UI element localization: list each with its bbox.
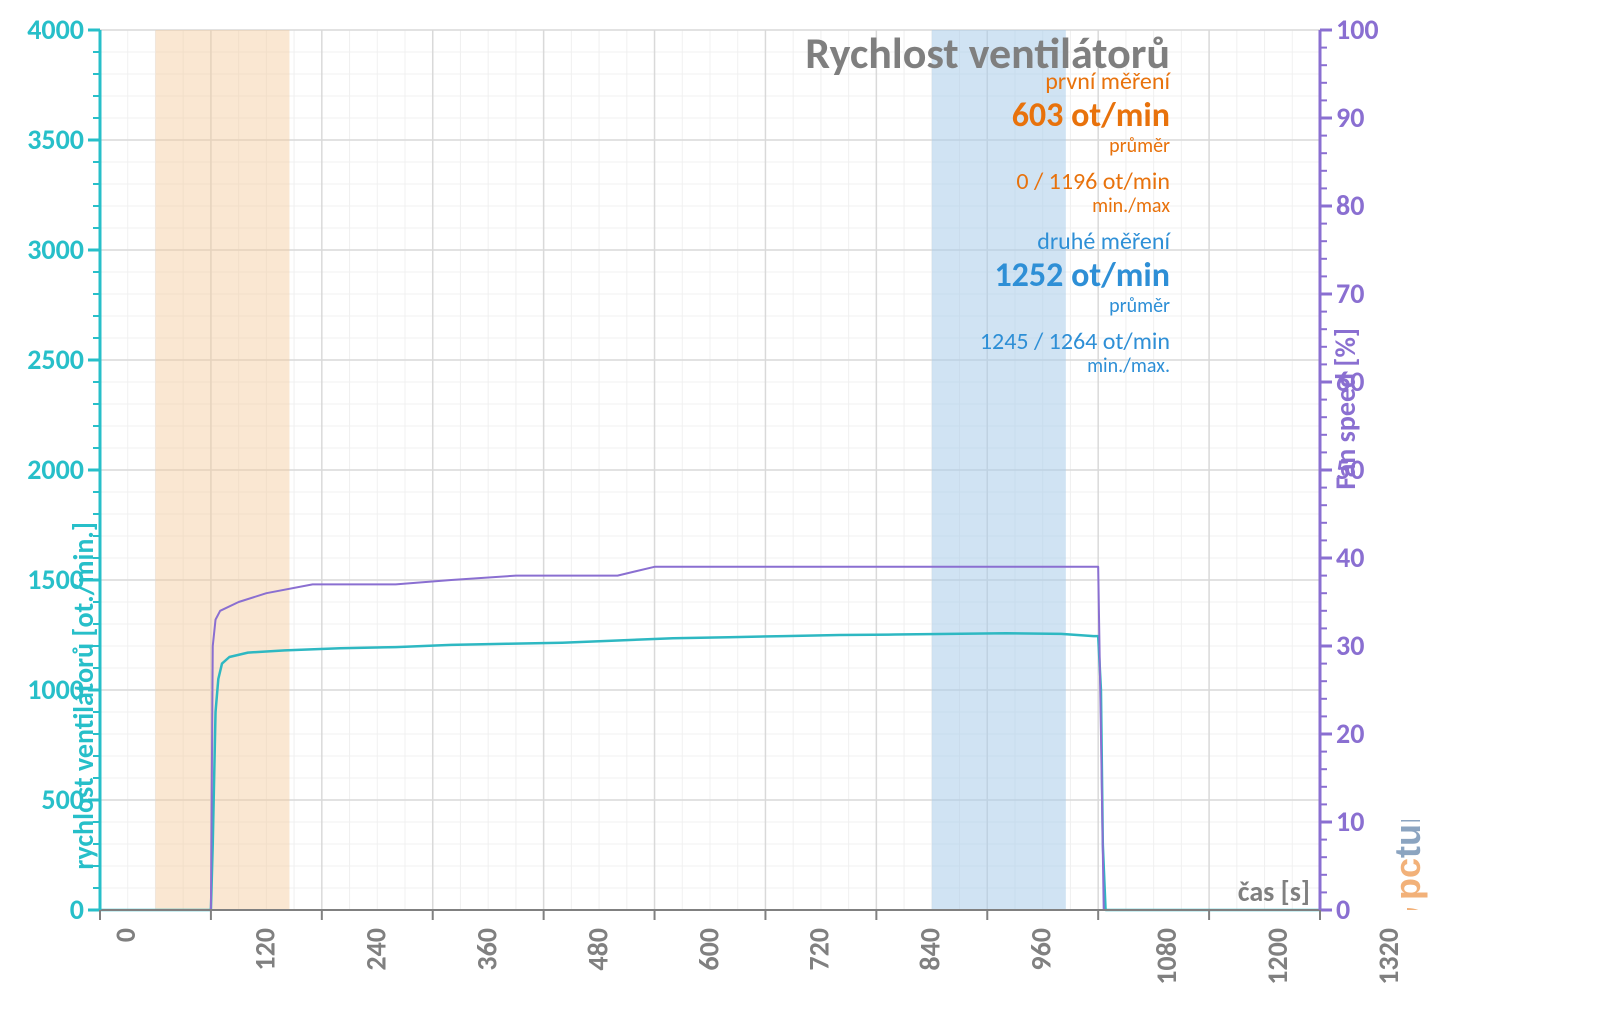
yl-tick-4000: 4000 <box>27 12 84 47</box>
anno1-minmax: 0 / 1196 ot/min <box>1012 168 1170 196</box>
yl-tick-0: 0 <box>70 892 84 927</box>
yr-tick-40: 40 <box>1336 540 1364 575</box>
x-tick-600: 600 <box>691 928 726 971</box>
yr-tick-30: 30 <box>1336 628 1364 663</box>
yl-tick-3500: 3500 <box>27 122 84 157</box>
svg-text:tuning: tuning <box>1387 820 1428 858</box>
svg-text:pc: pc <box>1387 858 1428 900</box>
x-tick-1200: 1200 <box>1260 928 1295 985</box>
yr-tick-10: 10 <box>1336 804 1364 839</box>
yl-tick-1500: 1500 <box>27 562 84 597</box>
fan-speed-chart: Rychlost ventilátorů rychlost ventilátor… <box>0 0 1600 1009</box>
yr-tick-70: 70 <box>1336 276 1364 311</box>
orange-band <box>155 30 289 910</box>
anno1-sub2: min./max <box>1012 195 1170 218</box>
yl-tick-1000: 1000 <box>27 672 84 707</box>
anno2-avg: 1252 ot/min <box>980 256 1170 295</box>
x-tick-360: 360 <box>469 928 504 971</box>
x-tick-120: 120 <box>247 928 282 971</box>
anno2-sub1: průměr <box>980 295 1170 318</box>
yl-tick-3000: 3000 <box>27 232 84 267</box>
annotation-first-measurement: první měření 603 ot/min průměr 0 / 1196 … <box>1012 68 1170 218</box>
x-tick-720: 720 <box>802 928 837 971</box>
x-tick-1080: 1080 <box>1149 928 1184 985</box>
yr-tick-90: 90 <box>1336 100 1364 135</box>
anno1-head: první měření <box>1012 68 1170 96</box>
annotation-second-measurement: druhé měření 1252 ot/min průměr 1245 / 1… <box>980 228 1170 378</box>
yr-tick-0: 0 <box>1336 892 1350 927</box>
anno2-head: druhé měření <box>980 228 1170 256</box>
anno2-sub2: min./max. <box>980 355 1170 378</box>
x-tick-1320: 1320 <box>1371 928 1406 985</box>
logo-svg: pctuning <box>1282 820 1532 910</box>
yr-tick-60: 60 <box>1336 364 1364 399</box>
yr-tick-50: 50 <box>1336 452 1364 487</box>
yl-tick-2000: 2000 <box>27 452 84 487</box>
pctuning-logo: pctuning <box>1282 820 1532 915</box>
anno1-avg: 603 ot/min <box>1012 96 1170 135</box>
x-tick-840: 840 <box>913 928 948 971</box>
x-tick-960: 960 <box>1024 928 1059 971</box>
x-tick-480: 480 <box>580 928 615 971</box>
anno1-sub1: průměr <box>1012 135 1170 158</box>
anno2-minmax: 1245 / 1264 ot/min <box>980 328 1170 356</box>
yr-tick-80: 80 <box>1336 188 1364 223</box>
yr-tick-100: 100 <box>1336 12 1379 47</box>
x-tick-0: 0 <box>108 928 143 942</box>
yl-tick-2500: 2500 <box>27 342 84 377</box>
yr-tick-20: 20 <box>1336 716 1364 751</box>
yl-tick-500: 500 <box>41 782 84 817</box>
x-tick-240: 240 <box>358 928 393 971</box>
